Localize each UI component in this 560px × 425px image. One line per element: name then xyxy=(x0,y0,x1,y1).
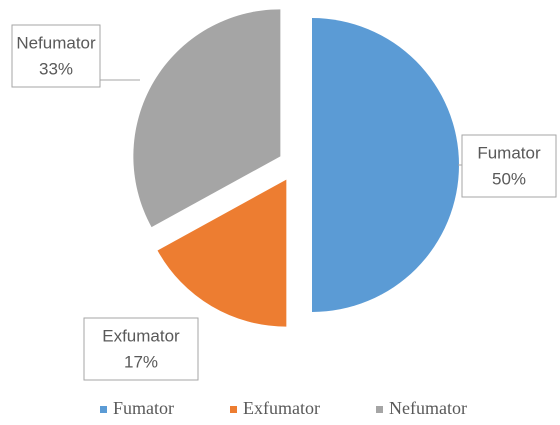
label-category: Exfumator xyxy=(102,326,180,345)
legend-label: Fumator xyxy=(113,398,174,418)
label-box xyxy=(83,317,199,381)
label-category: Nefumator xyxy=(16,33,96,52)
label-category: Fumator xyxy=(477,143,541,162)
legend-marker xyxy=(376,406,383,413)
pie-slice xyxy=(133,9,281,228)
pie xyxy=(133,9,459,327)
label-box xyxy=(461,134,557,198)
label-value: 17% xyxy=(124,352,158,371)
legend-marker xyxy=(230,406,237,413)
label-value: 50% xyxy=(492,169,526,188)
legend-label: Nefumator xyxy=(389,398,467,418)
label-box xyxy=(11,24,101,88)
legend: Fumator Exfumator Nefumator xyxy=(100,398,467,418)
data-labels: Fumator 50% Exfumator 17% Nefumator 33% xyxy=(11,24,557,381)
label-value: 33% xyxy=(39,59,73,78)
pie-slice xyxy=(312,18,459,312)
pie-slice xyxy=(157,179,287,327)
legend-marker xyxy=(100,406,107,413)
legend-label: Exfumator xyxy=(243,398,320,418)
